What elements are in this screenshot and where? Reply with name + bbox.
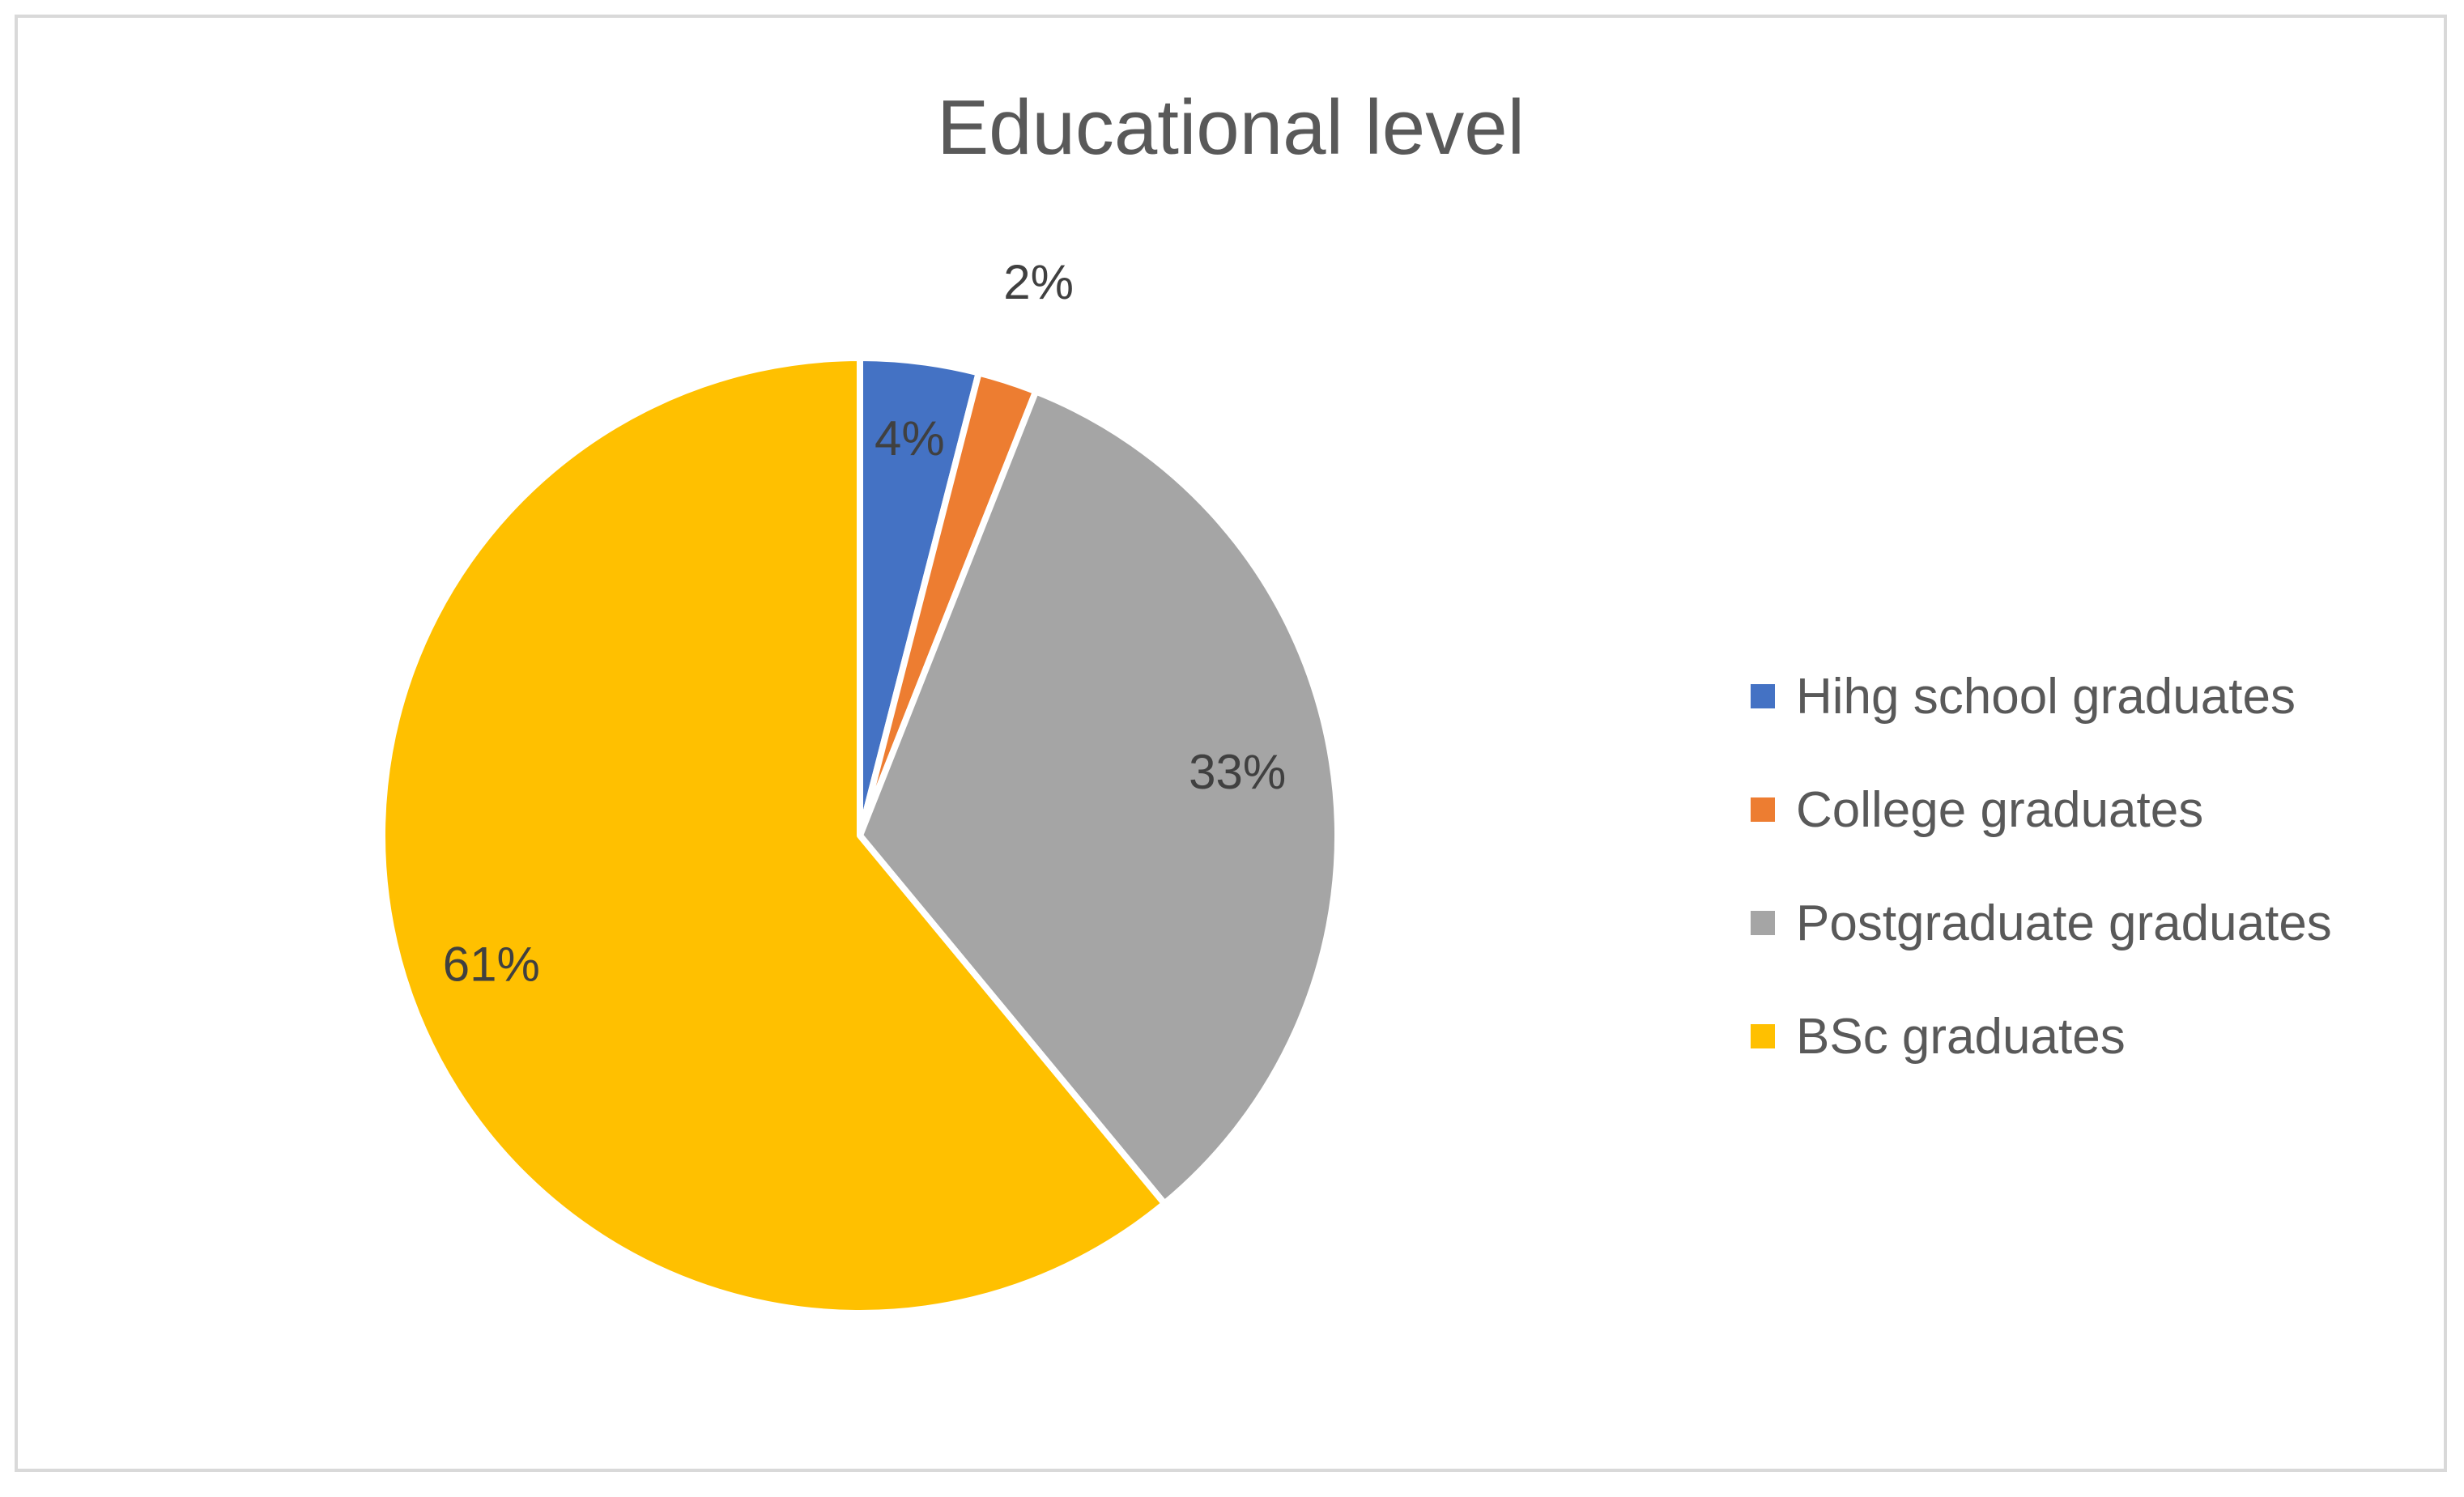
legend-item: Hihg school graduates xyxy=(1751,640,2332,753)
legend-swatch xyxy=(1751,684,1775,708)
data-label-4: 61% xyxy=(443,938,540,992)
legend-label: Hihg school graduates xyxy=(1796,668,2296,725)
legend-label: Postgraduate graduates xyxy=(1796,895,2332,951)
pie-slice-4 xyxy=(379,355,1168,1316)
legend-swatch xyxy=(1751,911,1775,935)
legend-swatch xyxy=(1751,797,1775,822)
legend-label: College graduates xyxy=(1796,781,2204,838)
pie-slice-3 xyxy=(857,388,1341,1207)
legend-item: Postgraduate graduates xyxy=(1751,866,2332,980)
legend-swatch xyxy=(1751,1024,1775,1048)
legend-item: BSc graduates xyxy=(1751,980,2332,1093)
data-label-2: 2% xyxy=(1003,255,1074,309)
legend: Hihg school graduates College graduates Po… xyxy=(1751,640,2332,1093)
chart-title: Educational level xyxy=(937,84,1525,171)
chart-area: Educational level 4% 2% 33% 61% Hihg school… xyxy=(15,15,2447,1472)
data-label-1: 4% xyxy=(875,411,945,466)
legend-item: College graduates xyxy=(1751,753,2332,866)
legend-label: BSc graduates xyxy=(1796,1008,2126,1065)
pie-chart: 4% 2% 33% 61% xyxy=(379,255,1341,1316)
data-label-3: 33% xyxy=(1189,745,1286,799)
